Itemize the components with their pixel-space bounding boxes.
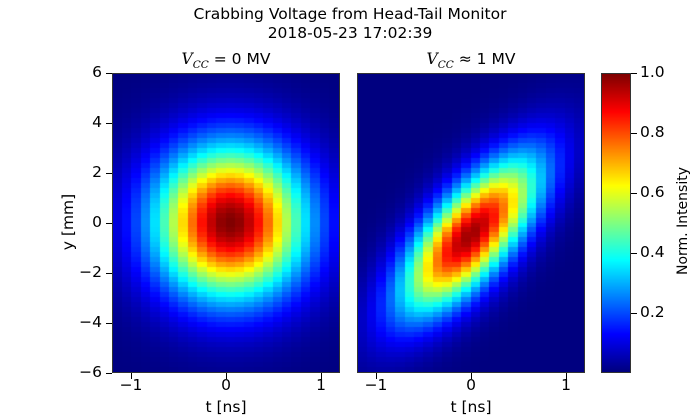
colorbar-tick-label: 0.4 <box>640 243 665 261</box>
left-xlabel: t [ns] <box>205 398 247 416</box>
colorbar-tick-label: 0.2 <box>640 303 665 321</box>
right-xlabel: t [ns] <box>450 398 492 416</box>
x-tick-label: 1 <box>561 376 571 394</box>
colorbar-tick-mark <box>631 313 637 314</box>
left-panel-title: VCC = 0 MV <box>112 50 340 71</box>
y-tick-label: −2 <box>79 263 102 281</box>
left-heatmap <box>113 74 339 372</box>
x-tick-mark <box>131 373 132 379</box>
right-heatmap <box>358 74 584 372</box>
y-tick-label: −6 <box>79 363 102 381</box>
y-tick-label: 0 <box>92 213 102 231</box>
x-tick-mark <box>471 373 472 379</box>
title-sub: CC <box>437 59 454 72</box>
title-sub: CC <box>192 59 209 72</box>
title-var: V <box>181 50 193 68</box>
y-tick-label: 2 <box>92 163 102 181</box>
x-tick-label: 0 <box>466 376 476 394</box>
colorbar-tick-mark <box>631 133 637 134</box>
colorbar-label: Norm. Intensity <box>675 166 691 276</box>
y-tick-mark <box>106 273 112 274</box>
x-tick-mark <box>226 373 227 379</box>
title-rest: ≈ 1 MV <box>453 50 516 68</box>
right-panel-title: VCC ≈ 1 MV <box>357 50 585 71</box>
left-ylabel: y [mm] <box>59 193 77 251</box>
colorbar-gradient <box>602 74 630 372</box>
colorbar-tick-mark <box>631 193 637 194</box>
x-tick-label: −1 <box>364 376 388 394</box>
x-tick-label: −1 <box>119 376 143 394</box>
left-heatmap-axes <box>112 73 340 373</box>
colorbar-tick-label: 0.6 <box>640 183 665 201</box>
title-line-1: Crabbing Voltage from Head-Tail Monitor <box>193 5 507 23</box>
title-line-2: 2018-05-23 17:02:39 <box>267 24 433 42</box>
colorbar-tick-label: 1.0 <box>640 63 665 81</box>
y-tick-mark <box>106 73 112 74</box>
y-tick-label: 4 <box>92 113 102 131</box>
figure-title: Crabbing Voltage from Head-Tail Monitor … <box>0 5 700 43</box>
x-tick-mark <box>321 373 322 379</box>
colorbar <box>601 73 631 373</box>
x-tick-label: 0 <box>221 376 231 394</box>
y-tick-mark <box>106 123 112 124</box>
title-var: V <box>426 50 438 68</box>
right-heatmap-axes <box>357 73 585 373</box>
y-tick-label: −4 <box>79 313 102 331</box>
y-tick-label: 6 <box>92 63 102 81</box>
y-tick-mark <box>106 223 112 224</box>
colorbar-tick-label: 0.8 <box>640 123 665 141</box>
x-tick-label: 1 <box>316 376 326 394</box>
y-tick-mark <box>106 173 112 174</box>
x-tick-mark <box>376 373 377 379</box>
y-tick-mark <box>106 373 112 374</box>
colorbar-tick-mark <box>631 73 637 74</box>
title-rest: = 0 MV <box>208 50 271 68</box>
colorbar-tick-mark <box>631 253 637 254</box>
x-tick-mark <box>566 373 567 379</box>
y-tick-mark <box>106 323 112 324</box>
